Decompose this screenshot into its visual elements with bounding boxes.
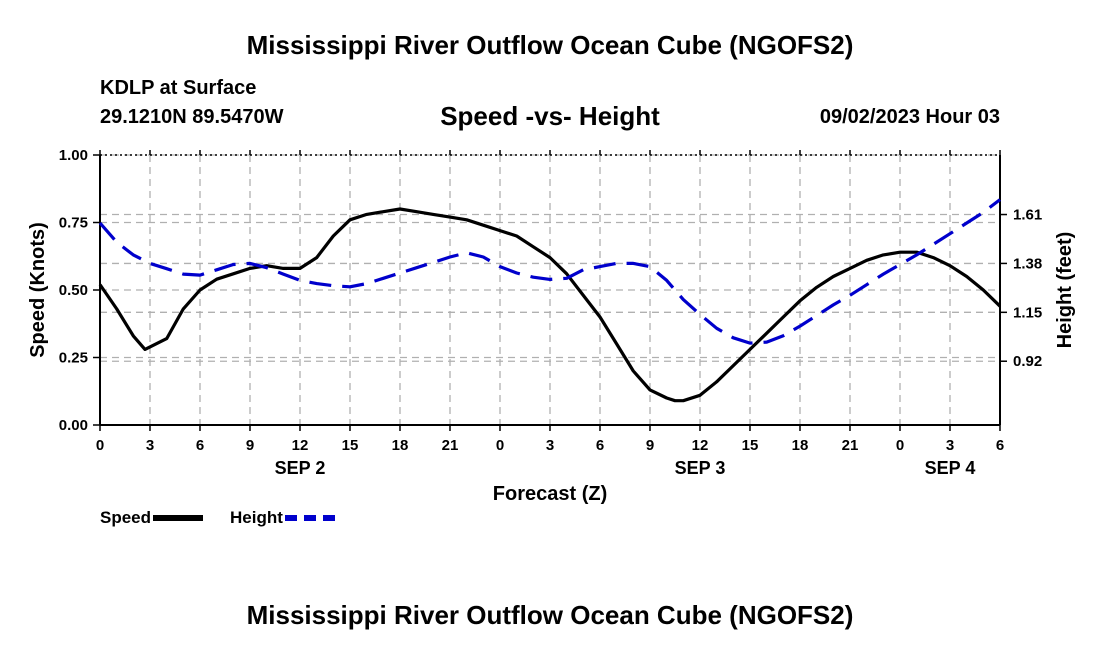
date-label: SEP 3 <box>675 458 726 478</box>
x-tick-label: 0 <box>496 437 504 454</box>
x-tick-label: 21 <box>442 437 459 454</box>
y2-axis-title: Height (feet) <box>1054 232 1076 349</box>
date-label: SEP 4 <box>925 458 976 478</box>
y-tick-label: 1.00 <box>59 147 88 164</box>
coordinates-label: 29.1210N 89.5470W <box>100 106 284 128</box>
legend-speed: Speed <box>100 508 204 528</box>
x-tick-label: 3 <box>546 437 554 454</box>
y-axis-title: Speed (Knots) <box>27 222 49 358</box>
x-tick-label: 15 <box>742 437 759 454</box>
y-tick-label: 0.00 <box>59 417 88 434</box>
chart-title: Mississippi River Outflow Ocean Cube (NG… <box>246 30 854 60</box>
x-tick-label: 18 <box>392 437 409 454</box>
x-tick-label: 3 <box>146 437 154 454</box>
x-tick-label: 12 <box>692 437 709 454</box>
height-series-line <box>98 198 1001 345</box>
x-tick-label: 0 <box>96 437 104 454</box>
x-tick-label: 6 <box>596 437 604 454</box>
x-tick-label: 0 <box>896 437 904 454</box>
forecast-datetime: 09/02/2023 Hour 03 <box>819 106 1000 128</box>
speed-series-line <box>98 207 1002 403</box>
y-tick-label: 0.50 <box>59 282 88 299</box>
footer-title: Mississippi River Outflow Ocean Cube (NG… <box>246 600 854 630</box>
legend-height: Height <box>230 508 335 528</box>
y-tick-label: 0.25 <box>59 350 88 367</box>
y2-tick-label: 1.15 <box>1013 304 1042 321</box>
y2-tick-label: 0.92 <box>1013 353 1042 370</box>
x-tick-label: 9 <box>246 437 254 454</box>
chart-subtitle: Speed -vs- Height <box>440 101 660 131</box>
legend-height-swatch <box>284 515 335 521</box>
y2-tick-label: 1.38 <box>1013 255 1042 272</box>
legend-speed-swatch <box>153 515 204 521</box>
x-tick-label: 18 <box>792 437 809 454</box>
y-tick-label: 0.75 <box>59 215 88 232</box>
date-label: SEP 2 <box>275 458 326 478</box>
y2-tick-label: 1.61 <box>1013 207 1042 224</box>
x-tick-label: 3 <box>946 437 954 454</box>
x-tick-label: 12 <box>292 437 309 454</box>
x-tick-label: 6 <box>996 437 1004 454</box>
legend-height-label: Height <box>230 508 283 527</box>
x-tick-label: 15 <box>342 437 359 454</box>
x-tick-label: 6 <box>196 437 204 454</box>
x-axis-title: Forecast (Z) <box>493 483 607 505</box>
legend-speed-label: Speed <box>100 508 152 527</box>
x-tick-label: 21 <box>842 437 859 454</box>
station-label: KDLP at Surface <box>100 77 257 99</box>
x-tick-label: 9 <box>646 437 654 454</box>
